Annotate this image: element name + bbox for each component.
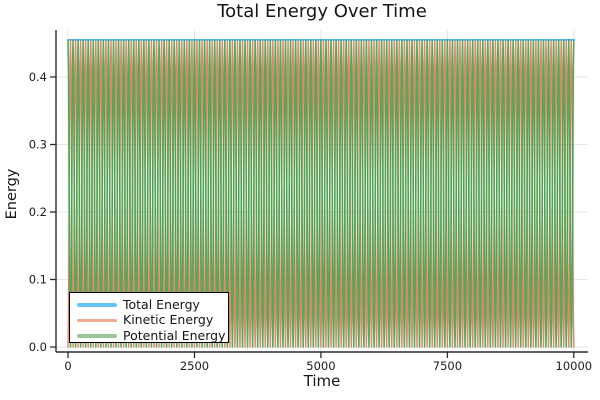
- legend-label: Potential Energy: [123, 327, 226, 343]
- x-tick-label: 10000: [556, 359, 593, 373]
- legend-label: Total Energy: [123, 296, 200, 312]
- legend-item: Kinetic Energy: [77, 313, 228, 329]
- y-tick-label: 0.1: [29, 273, 47, 287]
- y-tick-label: 0.0: [29, 340, 47, 354]
- x-tick-label: 5000: [306, 359, 335, 373]
- y-tick-label: 0.4: [29, 70, 47, 84]
- x-tick-label: 2500: [180, 359, 209, 373]
- legend-item: Potential Energy: [77, 328, 228, 344]
- series-kinetic-energy: [67, 39, 575, 348]
- chart-title: Total Energy Over Time: [217, 1, 427, 22]
- legend-item: Total Energy: [77, 297, 228, 313]
- y-tick-label: 0.3: [29, 138, 47, 152]
- legend-label: Kinetic Energy: [123, 312, 214, 327]
- legend: Total Energy Kinetic Energy Potential Ener…: [69, 292, 229, 343]
- x-axis-label: Time: [303, 372, 341, 390]
- y-tick-label: 0.2: [29, 205, 47, 219]
- legend-swatch: [77, 303, 117, 307]
- legend-swatch: [77, 334, 117, 338]
- y-axis-label: Energy: [4, 168, 20, 220]
- x-tick-label: 7500: [433, 359, 462, 373]
- legend-swatch: [77, 318, 117, 322]
- x-tick-label: 0: [64, 359, 71, 373]
